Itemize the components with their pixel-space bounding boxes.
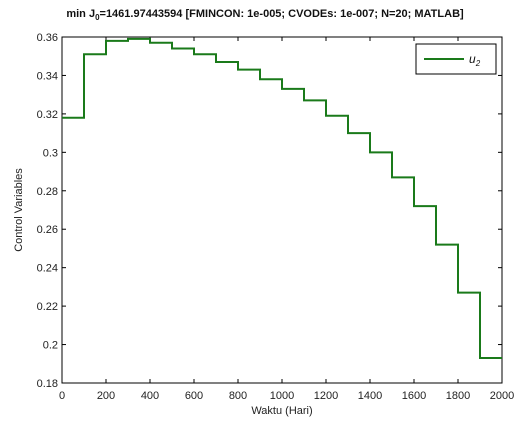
series-line-u2 bbox=[62, 37, 502, 360]
x-tick-label: 200 bbox=[97, 390, 115, 402]
y-tick-label: 0.2 bbox=[43, 340, 58, 352]
legend-entry-u2: u2 bbox=[469, 52, 481, 68]
y-tick-label: 0.28 bbox=[37, 186, 58, 198]
y-tick-label: 0.18 bbox=[37, 378, 58, 390]
y-tick-label: 0.36 bbox=[37, 32, 58, 44]
x-tick-label: 0 bbox=[59, 390, 65, 402]
x-tick-label: 1000 bbox=[270, 390, 294, 402]
y-tick-label: 0.22 bbox=[37, 301, 58, 313]
legend: u2 bbox=[415, 43, 497, 75]
x-axis-label: Waktu (Hari) bbox=[251, 405, 312, 417]
x-tick-label: 800 bbox=[229, 390, 247, 402]
y-tick-label: 0.32 bbox=[37, 109, 58, 121]
axis-ticks: 0 200 400 600 800 1000 1200 1400 1600 1800 2000 0.1… bbox=[37, 32, 515, 402]
x-tick-label: 2000 bbox=[490, 390, 514, 402]
y-tick-label: 0.3 bbox=[43, 147, 58, 159]
x-tick-label: 1400 bbox=[358, 390, 382, 402]
x-tick-label: 1600 bbox=[402, 390, 426, 402]
x-tick-label: 400 bbox=[141, 390, 159, 402]
x-tick-label: 1200 bbox=[314, 390, 338, 402]
plot-area bbox=[61, 36, 503, 384]
series-group bbox=[62, 37, 502, 360]
x-tick-label: 1800 bbox=[446, 390, 470, 402]
x-tick-label: 600 bbox=[185, 390, 203, 402]
y-tick-label: 0.24 bbox=[37, 263, 58, 275]
y-axis-label: Control Variables bbox=[13, 168, 25, 252]
y-tick-label: 0.34 bbox=[37, 70, 58, 82]
chart-title: min J0=1461.97443594 [FMINCON: 1e-005; C… bbox=[66, 8, 464, 22]
y-tick-label: 0.26 bbox=[37, 224, 58, 236]
